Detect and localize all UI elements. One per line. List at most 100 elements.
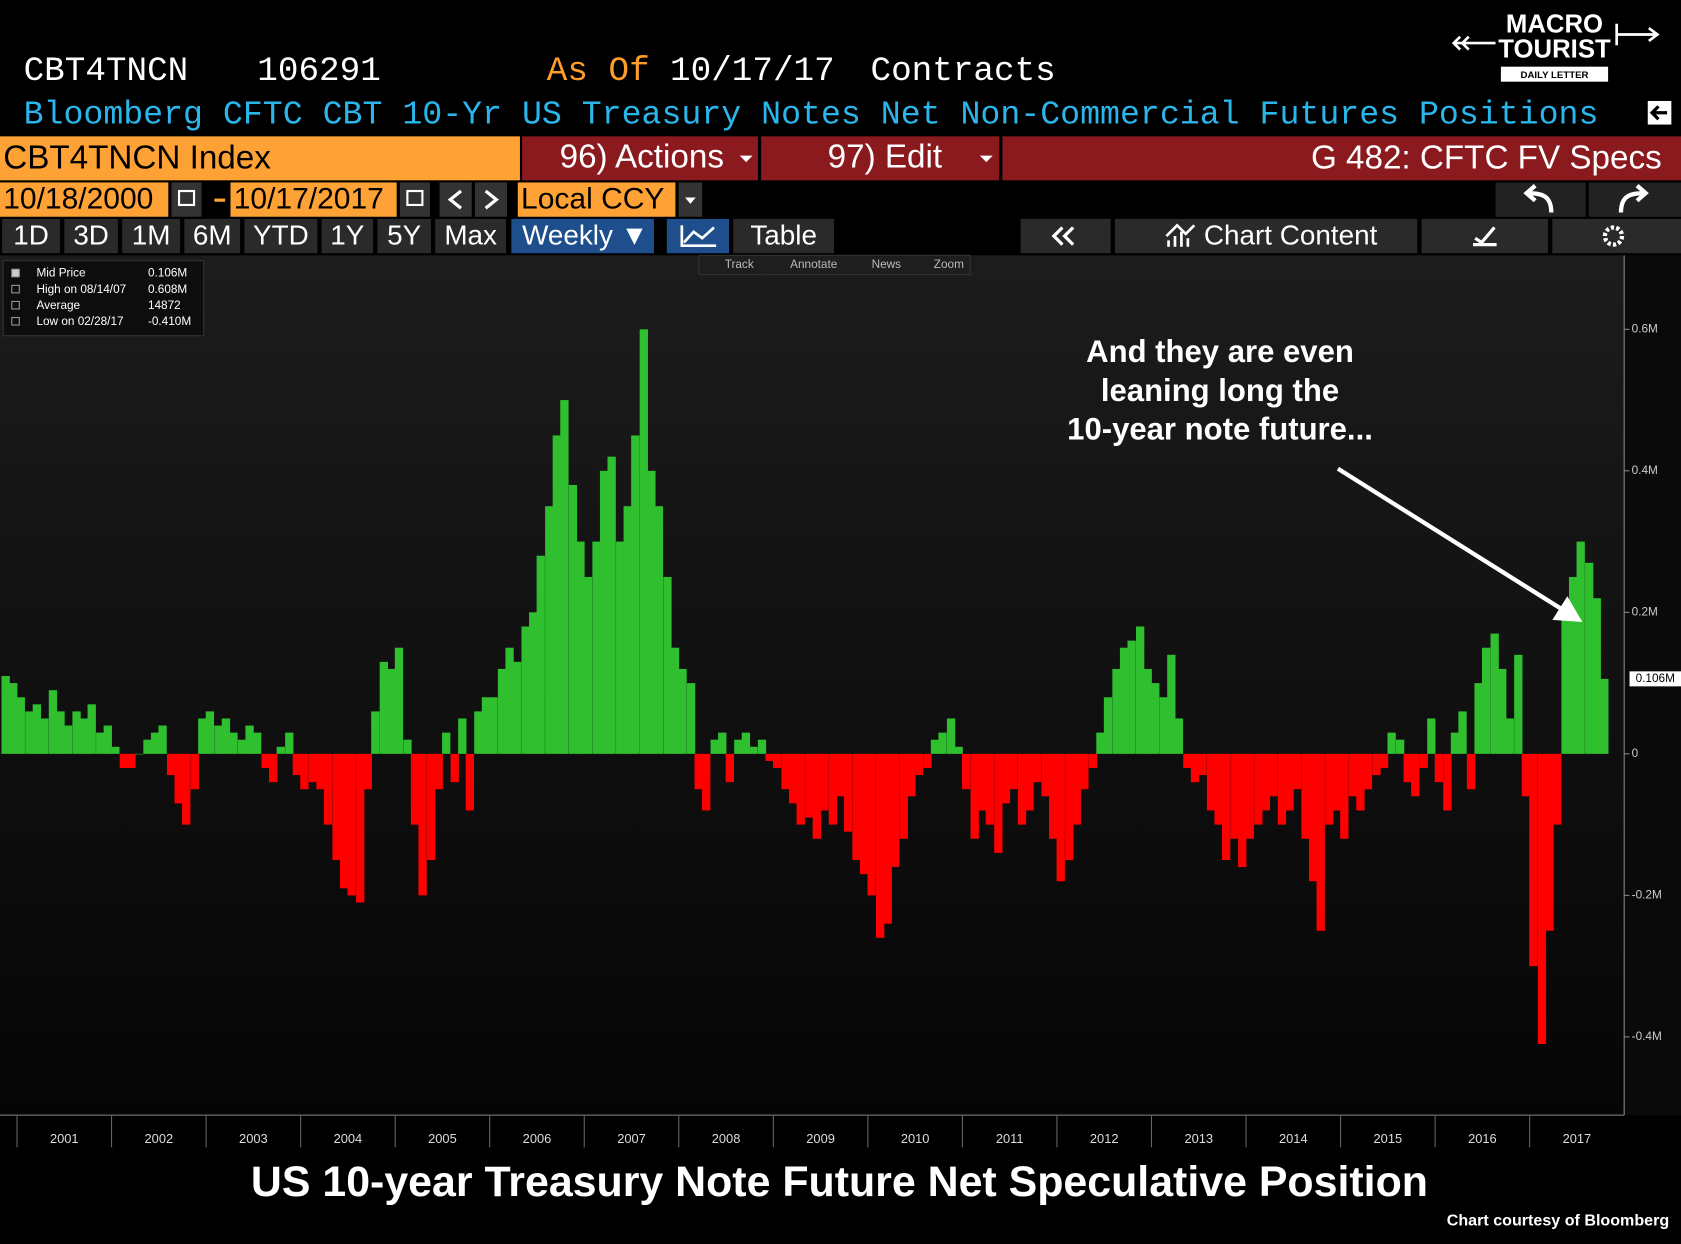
- edit-chart-icon: [1473, 226, 1497, 247]
- table: Table: [750, 219, 817, 250]
- range-button[interactable]: [184, 218, 241, 254]
- tool[interactable]: Zoom: [934, 258, 964, 271]
- bar: [552, 435, 561, 754]
- frequency: Weekly ▼: [522, 219, 648, 250]
- bar: [190, 753, 199, 790]
- calendar-icon: [177, 189, 196, 207]
- x-tick-label: 2006: [523, 1131, 552, 1146]
- range-label: 5Y: [387, 219, 421, 250]
- bar: [789, 753, 798, 804]
- y-tick-label: -0.4M: [1632, 1030, 1662, 1043]
- bar: [1600, 678, 1609, 754]
- chart-content-button[interactable]: [1114, 218, 1418, 254]
- bar: [1474, 683, 1483, 754]
- bar: [521, 626, 530, 754]
- frequency-button[interactable]: [511, 218, 654, 254]
- export-arrow: [1649, 105, 1668, 121]
- range-button[interactable]: [435, 218, 507, 254]
- tool[interactable]: Track: [725, 258, 754, 271]
- logo-arrows: [1451, 23, 1660, 51]
- page-box: [1002, 136, 1681, 181]
- bar: [48, 690, 58, 754]
- actions-button[interactable]: [522, 136, 758, 181]
- redo-button[interactable]: [1588, 182, 1681, 217]
- bar: [1537, 753, 1547, 1044]
- bar: [670, 647, 680, 754]
- bar: [356, 753, 365, 903]
- range-button[interactable]: [244, 218, 318, 254]
- logo-ribbon: [1500, 66, 1609, 82]
- bar: [1269, 753, 1278, 797]
- settings-button[interactable]: [1552, 218, 1681, 254]
- start-date-box[interactable]: [0, 182, 169, 217]
- bar: [1096, 732, 1105, 754]
- annotation-arrowhead: [1552, 596, 1583, 622]
- bar: [387, 668, 396, 754]
- bar: [1198, 753, 1207, 776]
- bar: [394, 647, 404, 754]
- redo-icon: [1618, 184, 1649, 213]
- annotation: And they are even leaning long the10-year…: [1067, 334, 1373, 446]
- bar: [434, 753, 443, 790]
- bar: [1009, 753, 1018, 790]
- bar: [843, 753, 853, 832]
- bar: [198, 718, 207, 754]
- tool[interactable]: News: [872, 258, 902, 271]
- currency-box[interactable]: [517, 182, 676, 217]
- chart-type-icon: [680, 225, 717, 248]
- ticker: CBT4TNCN: [24, 52, 189, 91]
- bar: [276, 746, 285, 754]
- range-button[interactable]: [321, 218, 374, 254]
- calendar-button[interactable]: [399, 182, 430, 217]
- x-tick-label: 2001: [50, 1131, 79, 1146]
- bar: [592, 541, 601, 754]
- bar: [1183, 753, 1192, 769]
- bar: [1568, 576, 1578, 754]
- bar: [1222, 753, 1231, 860]
- range-button[interactable]: [64, 218, 118, 254]
- chart-content: Chart Content: [1204, 219, 1378, 250]
- bar: [1245, 753, 1254, 839]
- edit-button[interactable]: [761, 136, 1000, 181]
- bar: [79, 718, 89, 754]
- tool[interactable]: Annotate: [790, 258, 838, 271]
- bar: [1363, 753, 1373, 790]
- bar: [150, 732, 160, 754]
- bar: [805, 753, 814, 818]
- bar: [1521, 753, 1531, 797]
- bar: [529, 612, 538, 754]
- bar: [772, 753, 782, 769]
- bar: [1379, 753, 1389, 769]
- logo-line: TOURIST: [1498, 35, 1611, 63]
- y-tick-label: 0: [1632, 747, 1639, 760]
- table-button[interactable]: [733, 218, 835, 254]
- calendar-button[interactable]: [171, 182, 202, 217]
- next-button[interactable]: [474, 182, 508, 217]
- security-box[interactable]: [0, 136, 520, 181]
- bar: [1103, 697, 1113, 754]
- prev-button[interactable]: [439, 182, 472, 217]
- bar: [1167, 654, 1176, 754]
- bar: [1490, 633, 1499, 754]
- range-button[interactable]: [377, 218, 431, 254]
- bar: [205, 711, 215, 754]
- bar: [663, 576, 672, 754]
- bar: [536, 555, 545, 754]
- as-of-date: 10/17/17: [670, 52, 835, 91]
- dropdown-caret: [979, 155, 993, 163]
- bar: [72, 711, 81, 754]
- bar: [1372, 753, 1381, 776]
- bar: [1088, 753, 1098, 769]
- undo-button[interactable]: [1495, 182, 1586, 217]
- y-tick-label: 0.2M: [1632, 605, 1658, 618]
- legend-value: 0.106M: [148, 267, 187, 280]
- edit-chart-button[interactable]: [1421, 218, 1549, 254]
- bar: [616, 541, 625, 754]
- range-button[interactable]: [122, 218, 181, 254]
- bar: [379, 661, 388, 754]
- end-date-box[interactable]: [230, 182, 397, 217]
- range-button[interactable]: [2, 218, 61, 254]
- bar: [954, 746, 963, 754]
- bar: [1481, 647, 1491, 754]
- tools-bar: [698, 254, 971, 276]
